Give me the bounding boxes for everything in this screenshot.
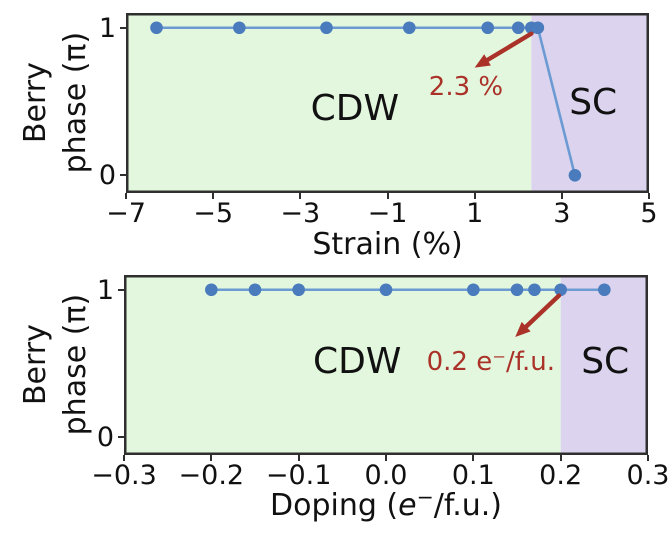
data-point — [205, 283, 218, 297]
x-tick-mark — [210, 455, 213, 461]
data-point — [233, 21, 246, 35]
annotation-arrow-head — [515, 321, 531, 337]
x-axis-title: Doping (e−/f.u.) — [270, 485, 502, 524]
data-point — [554, 283, 567, 297]
x-axis-title: Strain (%) — [312, 227, 463, 263]
x-tick-label: 0.2 — [539, 460, 583, 491]
data-point — [510, 283, 524, 297]
x-tick-label: 1 — [466, 198, 484, 229]
x-tick-mark — [125, 193, 127, 199]
x-tick-mark — [559, 455, 562, 461]
plot-area — [126, 13, 649, 193]
x-tick-mark — [473, 193, 476, 199]
x-tick-mark — [560, 193, 563, 199]
data-point — [467, 283, 480, 297]
data-point — [248, 283, 262, 297]
y-tick-mark — [118, 288, 124, 291]
x-tick-mark — [212, 193, 215, 199]
sc-phase-region — [531, 13, 649, 193]
x-axis-title-part: e — [398, 488, 417, 523]
y-tick-label: 1 — [98, 12, 116, 44]
data-point — [568, 168, 582, 182]
y-tick-mark — [120, 26, 126, 29]
x-tick-label: 5 — [640, 198, 658, 229]
plot-border — [124, 275, 648, 455]
x-tick-mark — [648, 193, 650, 199]
x-tick-mark — [386, 193, 389, 199]
x-axis-title-part: Strain (%) — [312, 227, 463, 262]
annotation-arrow-shaft — [519, 293, 562, 333]
plot-border — [126, 13, 649, 193]
data-point — [292, 283, 305, 297]
y-tick-label: 1 — [96, 274, 114, 306]
x-tick-mark — [385, 455, 387, 461]
annotation-arrow-head — [474, 54, 491, 68]
data-point — [598, 283, 611, 297]
x-tick-label: −5 — [193, 198, 234, 229]
x-tick-label: 0.1 — [451, 460, 495, 491]
region-label-sc: SC — [581, 341, 630, 383]
data-point — [150, 21, 163, 35]
x-tick-label: 3 — [553, 198, 571, 229]
region-label-cdw: CDW — [312, 341, 402, 383]
data-point — [379, 283, 393, 297]
data-point — [320, 21, 333, 35]
x-axis-title-part: − — [416, 484, 434, 509]
x-axis-title-part: /f.u.) — [433, 488, 502, 523]
plot-area — [124, 275, 648, 455]
y-tick-mark — [120, 174, 126, 177]
x-tick-mark — [647, 455, 649, 461]
y-tick-label: 0 — [96, 422, 114, 454]
x-tick-label: −3 — [280, 198, 321, 229]
critical-value-label: 2.3 % — [428, 71, 504, 102]
x-axis-title-part: Doping ( — [270, 488, 399, 523]
data-point — [481, 21, 495, 35]
region-label-sc: SC — [569, 82, 618, 123]
region-label-cdw: CDW — [310, 87, 400, 129]
x-tick-label: 0.0 — [364, 460, 408, 491]
x-tick-label: −0.3 — [91, 460, 157, 491]
x-tick-label: −0.1 — [265, 460, 332, 491]
sc-phase-region — [560, 275, 648, 455]
x-tick-label: −7 — [106, 198, 146, 229]
x-tick-mark — [123, 455, 125, 461]
x-tick-mark — [472, 455, 475, 461]
x-tick-label: 0.3 — [626, 460, 670, 491]
critical-value-label: 0.2 e⁻/f.u. — [426, 347, 555, 378]
cdw-phase-region — [124, 275, 561, 455]
data-point — [528, 283, 541, 297]
x-tick-mark — [299, 193, 302, 199]
x-tick-mark — [297, 455, 300, 461]
y-tick-mark — [118, 436, 124, 439]
cdw-phase-region — [126, 13, 532, 193]
data-point — [402, 21, 416, 35]
data-point — [531, 21, 545, 35]
x-tick-label: −0.2 — [178, 460, 245, 491]
y-tick-label: 0 — [98, 160, 116, 192]
x-tick-label: −1 — [367, 198, 408, 229]
data-point — [511, 21, 525, 35]
annotation-arrow-shaft — [480, 31, 534, 66]
